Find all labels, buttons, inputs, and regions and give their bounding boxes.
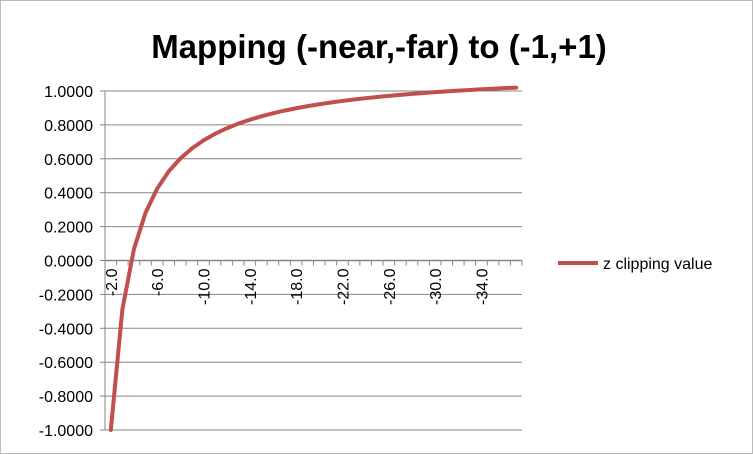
y-tick-label: -0.6000 xyxy=(39,355,93,372)
x-tick-label: -22.0 xyxy=(335,268,352,305)
y-tick-label: -0.4000 xyxy=(39,321,93,338)
x-tick-label: -34.0 xyxy=(474,268,491,305)
x-tick-label: -14.0 xyxy=(243,268,260,305)
chart-title: Mapping (-near,-far) to (-1,+1) xyxy=(151,28,607,65)
x-tick-label: -18.0 xyxy=(289,268,306,305)
x-tick-label: -6.0 xyxy=(150,268,167,296)
y-tick-label: 0.4000 xyxy=(44,186,93,203)
legend[interactable]: z clipping value xyxy=(558,256,713,273)
x-tick-label: -30.0 xyxy=(428,268,445,305)
x-tick-label: -10.0 xyxy=(196,268,213,305)
x-tick-label: -2.0 xyxy=(104,268,121,296)
x-tick-label: -26.0 xyxy=(382,268,399,305)
y-tick-label: -1.0000 xyxy=(39,423,93,440)
y-tick-label: -0.8000 xyxy=(39,389,93,406)
x-axis-tick-labels: -2.0 -6.0 -10.0 -14.0 -18.0 -22.0 -26.0 -30.0 -3… xyxy=(104,268,492,305)
y-tick-label: 0.2000 xyxy=(44,220,93,237)
y-axis-tick-labels: 1.0000 0.8000 0.6000 0.4000 0.2000 0.0000 -0.2… xyxy=(39,84,93,440)
y-tick-label: 1.0000 xyxy=(44,84,93,101)
y-tick-label: 0.6000 xyxy=(44,152,93,169)
y-tick-label: -0.2000 xyxy=(39,287,93,304)
y-tick-label: 0.8000 xyxy=(44,118,93,135)
x-axis xyxy=(104,259,523,266)
series-group xyxy=(108,85,519,432)
series-line-z-clipping-value xyxy=(108,85,519,432)
y-tick-label: 0.0000 xyxy=(44,254,93,271)
legend-label: z clipping value xyxy=(603,256,713,273)
